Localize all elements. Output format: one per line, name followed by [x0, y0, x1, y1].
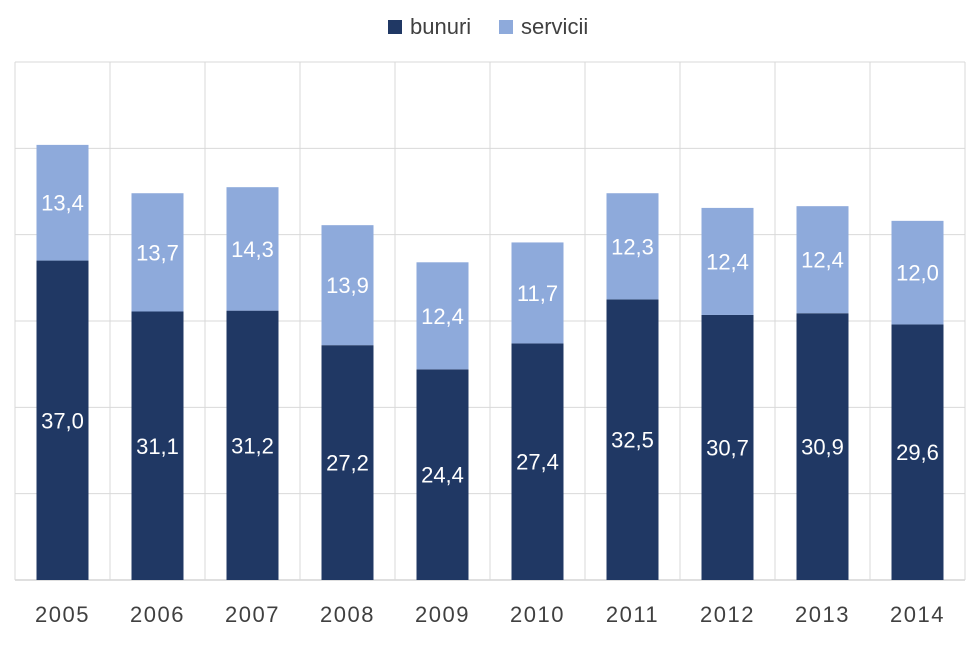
data-label-bunuri-2009: 24,4: [421, 463, 464, 488]
data-label-servicii-2005: 13,4: [41, 191, 84, 216]
x-tick-label-2006: 2006: [130, 602, 185, 627]
data-label-bunuri-2005: 37,0: [41, 408, 84, 433]
data-label-bunuri-2014: 29,6: [896, 440, 939, 465]
bar-bunuri-2011: [606, 299, 659, 580]
data-label-servicii-2007: 14,3: [231, 237, 274, 262]
bar-bunuri-2006: [131, 311, 184, 580]
bar-servicii-2010: [511, 242, 564, 344]
bar-servicii-2012: [701, 207, 754, 315]
data-label-servicii-2011: 12,3: [611, 234, 654, 259]
bars: [36, 144, 944, 580]
bar-servicii-2007: [226, 187, 279, 311]
data-label-servicii-2009: 12,4: [421, 304, 464, 329]
bar-bunuri-2010: [511, 343, 564, 580]
bar-servicii-2009: [416, 262, 469, 370]
x-tick-label-2012: 2012: [700, 602, 755, 627]
data-label-bunuri-2010: 27,4: [516, 450, 559, 475]
data-label-bunuri-2012: 30,7: [706, 435, 749, 460]
data-label-bunuri-2011: 32,5: [611, 428, 654, 453]
bar-servicii-2014: [891, 220, 944, 325]
bar-bunuri-2013: [796, 313, 849, 580]
data-label-bunuri-2007: 31,2: [231, 433, 274, 458]
data-label-servicii-2013: 12,4: [801, 248, 844, 273]
bar-servicii-2006: [131, 193, 184, 312]
data-labels: 37,0 13,4 31,1 13,7 31,2 14,3 27,2 13,9 24,4 12,4…: [41, 191, 939, 488]
legend-label-servicii: servicii: [521, 14, 588, 39]
legend: bunuri servicii: [388, 14, 588, 39]
bar-bunuri-2005: [36, 260, 89, 580]
x-tick-label-2009: 2009: [415, 602, 470, 627]
bar-servicii-2013: [796, 206, 849, 314]
data-label-bunuri-2006: 31,1: [136, 434, 179, 459]
data-label-servicii-2014: 12,0: [896, 261, 939, 286]
x-axis-ticks: 2005 2006 2007 2008 2009 2010 2011 2012 2013 2014: [35, 602, 945, 627]
x-tick-label-2014: 2014: [890, 602, 945, 627]
legend-swatch-bunuri: [388, 20, 402, 34]
x-tick-label-2013: 2013: [795, 602, 850, 627]
x-tick-label-2005: 2005: [35, 602, 90, 627]
x-tick-label-2007: 2007: [225, 602, 280, 627]
legend-swatch-servicii: [499, 20, 513, 34]
x-tick-label-2008: 2008: [320, 602, 375, 627]
bar-servicii-2008: [321, 225, 374, 346]
legend-label-bunuri: bunuri: [410, 14, 471, 39]
bar-bunuri-2008: [321, 345, 374, 580]
bar-bunuri-2012: [701, 314, 754, 580]
bar-bunuri-2014: [891, 324, 944, 580]
data-label-bunuri-2008: 27,2: [326, 451, 369, 476]
x-tick-label-2011: 2011: [606, 602, 659, 627]
bar-servicii-2011: [606, 193, 659, 300]
bar-bunuri-2009: [416, 369, 469, 580]
bar-servicii-2005: [36, 144, 89, 261]
data-label-servicii-2012: 12,4: [706, 249, 749, 274]
data-label-servicii-2006: 13,7: [136, 240, 179, 265]
data-label-servicii-2010: 11,7: [517, 281, 558, 306]
data-label-bunuri-2013: 30,9: [801, 435, 844, 460]
data-label-servicii-2008: 13,9: [326, 273, 369, 298]
x-tick-label-2010: 2010: [510, 602, 565, 627]
bar-bunuri-2007: [226, 310, 279, 580]
